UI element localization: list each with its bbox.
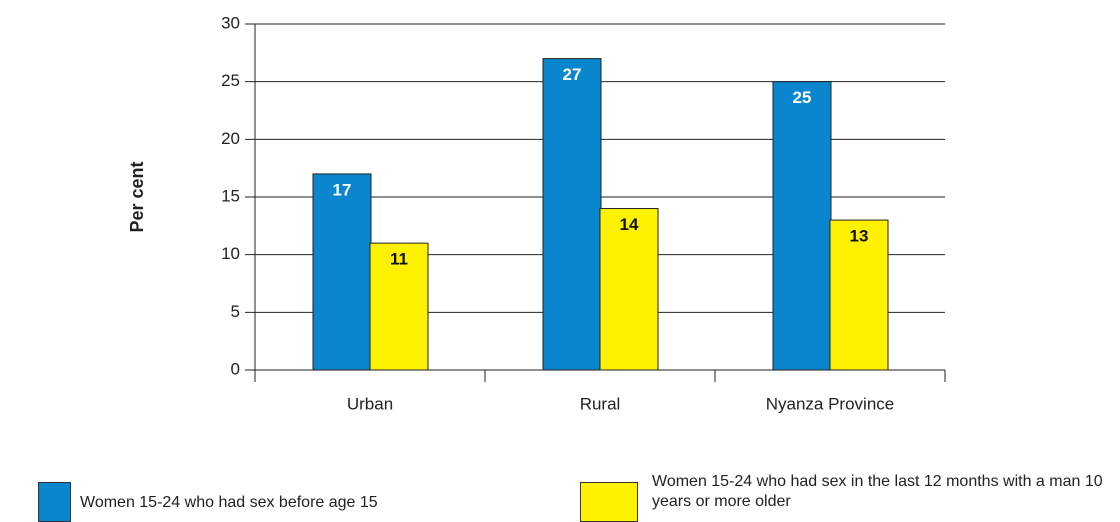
x-tick-label: Nyanza Province: [766, 394, 895, 413]
legend-swatch: [38, 482, 71, 522]
bar: [542, 58, 602, 371]
y-tick-label: 30: [221, 13, 240, 32]
bar: [369, 242, 429, 371]
y-axis-label: Per cent: [127, 161, 147, 232]
value-label: 17: [333, 180, 352, 199]
bar: [312, 173, 372, 371]
y-tick-label: 15: [221, 186, 240, 205]
value-label: 11: [390, 250, 408, 269]
y-tick-label: 10: [221, 244, 240, 263]
value-label: 14: [620, 215, 639, 234]
value-label: 13: [850, 227, 869, 246]
x-tick-label: Rural: [580, 394, 621, 413]
legend-label: Women 15-24 who had sex in the last 12 m…: [652, 473, 1103, 510]
y-tick-label: 25: [221, 71, 240, 90]
bar: [599, 208, 659, 371]
legend-swatch: [580, 482, 638, 522]
y-tick-label: 0: [231, 359, 240, 378]
legend-item: Women 15-24 who had sex before age 15: [38, 482, 378, 522]
y-tick-label: 20: [221, 129, 240, 148]
legend-label: Women 15-24 who had sex before age 15: [80, 494, 378, 511]
bar: [772, 81, 832, 371]
bar: [829, 219, 889, 371]
x-tick-label: Urban: [347, 394, 393, 413]
chart: Per cent 0 5 10 15 20 25 30 Urban 17 11 Rural 27 14 N…: [127, 13, 946, 413]
value-label: 27: [563, 65, 582, 84]
y-tick-label: 5: [231, 302, 240, 321]
value-label: 25: [793, 88, 812, 107]
